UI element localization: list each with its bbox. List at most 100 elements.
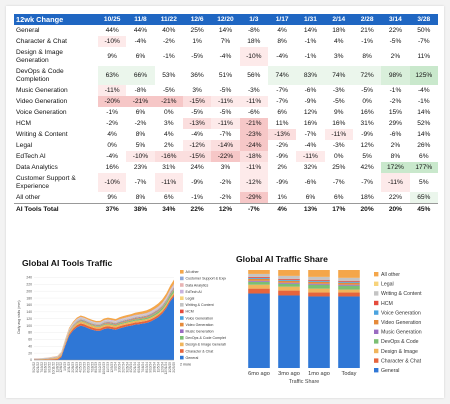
y-tick-label: 160 [26, 303, 32, 307]
table-cell: -11% [324, 129, 353, 140]
table-cell: 98% [381, 66, 410, 85]
table-cell: 0% [334, 153, 344, 160]
share-bar-segment [248, 288, 270, 294]
x-tick-label: 8/16/22 [44, 362, 48, 373]
table-cell: 5% [362, 153, 372, 160]
table-cell: 29% [388, 120, 403, 127]
share-bar-segment [278, 279, 300, 281]
table-cell: -14% [211, 140, 240, 151]
y-tick-label: 100 [26, 324, 32, 328]
total-label: AI Tools Total [14, 203, 98, 215]
area-series [34, 288, 174, 360]
share-bar-segment [338, 289, 360, 293]
table-cell: 74% [267, 66, 297, 85]
table-cell: 8% [277, 38, 287, 45]
table-cell: -4% [191, 131, 204, 138]
table-cell: 16% [303, 120, 318, 127]
table-cell: 8% [135, 131, 146, 138]
table-cell: 11% [275, 120, 289, 127]
legend-label: General [381, 368, 399, 374]
table-cell: -13% [182, 118, 212, 129]
x-tick-label: 9/10/24 [149, 362, 153, 373]
table-cell: -1% [304, 38, 317, 45]
table-cell: 14% [417, 109, 431, 116]
y-tick-label: 200 [26, 289, 32, 293]
table-cell: 21% [360, 27, 374, 34]
total-cell: 13% [296, 203, 325, 215]
table-cell: -8% [134, 87, 147, 94]
legend-label: Design & Image [381, 349, 418, 355]
y-tick-label: 140 [26, 310, 32, 314]
legend-swatch [374, 329, 379, 334]
table-cell: -5% [219, 87, 232, 94]
table-cell: -11% [98, 85, 127, 96]
table-cell: 0% [362, 98, 372, 105]
row-label: Voice Generation [16, 108, 67, 116]
share-bar-segment [278, 290, 300, 296]
legend-label: Character & Chat [186, 349, 214, 353]
total-cell: 20% [381, 203, 410, 215]
row-label: Customer Support & Experience [16, 174, 76, 190]
total-cell: 17% [324, 203, 353, 215]
legend-label: All other [186, 270, 200, 274]
table-cell: 1% [277, 194, 287, 201]
table-cell: -4% [276, 53, 288, 60]
table-cell: -24% [239, 140, 268, 151]
table-row: All other 9% 8% 6% -1% -2% -29% 1% 6% 6% 18% 22% 65% [14, 192, 438, 204]
table-cell: -11% [296, 151, 325, 162]
legend-swatch [180, 349, 184, 353]
legend-label: HCM [186, 310, 194, 314]
table-cell: -21% [154, 96, 183, 107]
share-bar-segment [308, 279, 330, 281]
table-cell: -15% [182, 96, 212, 107]
table-cell: 16% [332, 120, 346, 127]
table-cell: -9% [361, 131, 373, 138]
row-label: Character & Chat [16, 37, 67, 45]
table-cell: -4% [417, 87, 430, 94]
table-cell: 125% [409, 66, 438, 85]
x-tick-label: 1/2/24 [114, 362, 118, 371]
dashboard-panel: 12wk Change 10/25 11/8 11/22 12/6 12/20 … [6, 6, 444, 398]
table-cell: 177% [409, 162, 438, 173]
total-cell: 45% [409, 203, 438, 215]
x-tick-label: 4/25/23 [79, 362, 83, 373]
table-cell: -10% [126, 151, 155, 162]
table-cell: -11% [154, 173, 183, 192]
table-cell: -4% [106, 153, 119, 160]
table-cell: 74% [324, 66, 353, 85]
table-cell: 36% [190, 72, 204, 79]
table-cell: 2% [390, 142, 401, 149]
legend-swatch [180, 303, 184, 307]
table-cell: 32% [303, 164, 318, 171]
share-bar-segment [278, 270, 300, 276]
table-cell: -5% [191, 109, 204, 116]
share-bar-segment [338, 296, 360, 368]
table-cell: 6% [135, 109, 146, 116]
table-cell: -11% [239, 162, 268, 173]
table-cell: 6% [334, 194, 344, 201]
table-cell: -7% [417, 38, 430, 45]
legend-swatch [180, 336, 184, 340]
share-bar-chart: 6mo ago 3mo ago 1mo ago Today Traffic Share A… [248, 270, 422, 385]
table-cell: 42% [360, 164, 374, 171]
share-bar-segment [308, 296, 330, 368]
table-cell: -21% [126, 96, 155, 107]
share-bar-segment [308, 280, 330, 282]
table-cell: 83% [296, 66, 325, 85]
legend-label: Video Generation [381, 320, 421, 326]
legend-label: Legal [186, 297, 195, 301]
table-cell: 44% [105, 27, 119, 34]
x-tick-label: 7/18/23 [90, 362, 94, 373]
y-tick-label: 20 [28, 351, 32, 355]
share-bar-segment [278, 275, 300, 279]
x-tick-label: 6/21/22 [36, 362, 40, 373]
column-header: 2/28 [352, 14, 382, 25]
share-bar-segment [248, 293, 270, 368]
table-cell: 12% [303, 109, 318, 116]
table-cell: 5% [135, 142, 146, 149]
total-cell: 12% [211, 203, 240, 215]
x-tick-label: 7/19/22 [40, 362, 44, 373]
table-cell: -4% [134, 38, 147, 45]
legend-more: 2 more [180, 362, 191, 366]
table-cell: 3% [192, 87, 202, 94]
